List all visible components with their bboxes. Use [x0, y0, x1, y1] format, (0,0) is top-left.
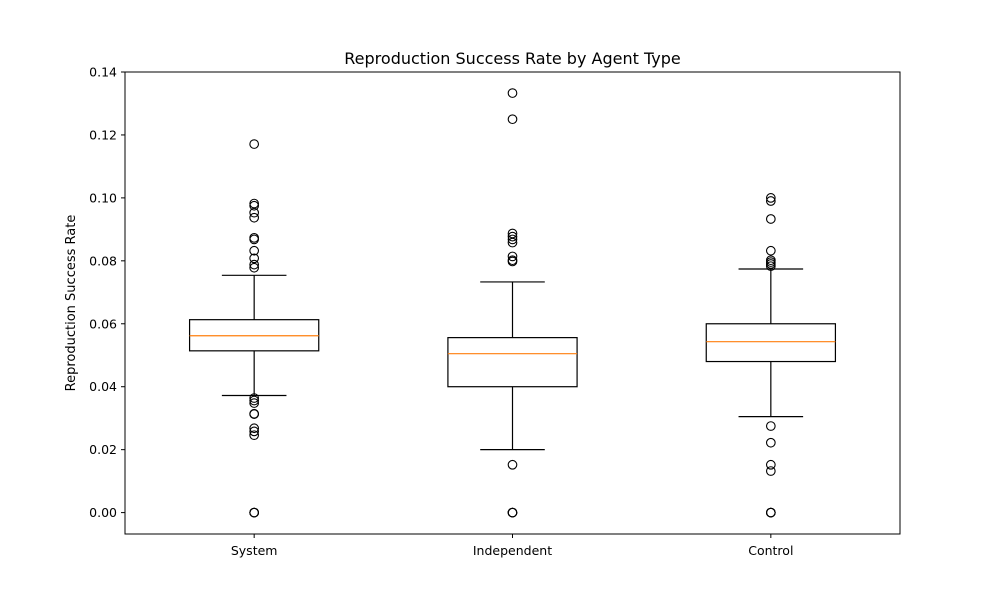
outlier-point	[249, 426, 260, 437]
outlier-point	[249, 212, 260, 223]
outlier-point	[249, 398, 260, 408]
outlier-point	[765, 459, 776, 470]
x-tick-label: Independent	[473, 543, 552, 558]
outlier-point	[249, 259, 260, 270]
outlier-point	[765, 245, 776, 256]
outlier-point	[507, 114, 518, 125]
box-group-independent	[447, 88, 578, 518]
chart-title: Reproduction Success Rate by Agent Type	[344, 49, 680, 68]
outlier-point	[249, 139, 260, 149]
y-tick-label: 0.06	[89, 316, 117, 331]
outlier-point	[249, 430, 260, 441]
outlier-point	[507, 231, 518, 242]
outlier-point	[249, 395, 260, 406]
outlier-point	[507, 88, 518, 98]
outlier-point	[507, 255, 518, 266]
x-axis: System Independent Control	[231, 534, 793, 558]
outlier-point	[507, 459, 518, 470]
outlier-point	[249, 262, 260, 273]
outlier-point	[507, 251, 518, 262]
outlier-point	[765, 214, 776, 224]
y-axis: 0.00 0.02 0.04 0.06 0.08 0.10 0.12 0.14	[89, 65, 125, 520]
outlier-point	[249, 245, 260, 256]
box-group-system	[188, 139, 320, 518]
x-tick-label: System	[231, 543, 278, 558]
plot-area	[188, 88, 837, 518]
y-axis-label: Reproduction Success Rate	[64, 215, 79, 392]
outlier-point	[765, 255, 776, 266]
iqr-box	[447, 337, 578, 388]
y-tick-label: 0.14	[89, 65, 117, 80]
outlier-point	[249, 253, 260, 264]
outlier-point	[765, 466, 776, 476]
outlier-point	[765, 193, 776, 203]
y-tick-label: 0.02	[89, 442, 117, 457]
outlier-point	[249, 423, 260, 434]
outlier-point	[765, 421, 776, 431]
y-tick-label: 0.08	[89, 253, 117, 268]
outlier-point	[249, 408, 260, 419]
y-tick-label: 0.10	[89, 190, 117, 205]
outlier-point	[507, 234, 518, 245]
outlier-point	[249, 393, 260, 403]
outlier-point	[765, 507, 776, 518]
outlier-point	[249, 233, 260, 243]
y-tick-label: 0.04	[89, 379, 117, 394]
outlier-point	[249, 507, 260, 518]
x-tick-label: Control	[748, 543, 793, 558]
y-tick-label: 0.12	[89, 127, 117, 142]
outlier-point	[765, 196, 776, 206]
box-group-control	[705, 193, 837, 518]
outlier-point	[507, 228, 518, 239]
outlier-point	[249, 198, 260, 209]
outlier-point	[507, 507, 518, 518]
iqr-box	[705, 323, 837, 363]
y-tick-label: 0.00	[89, 505, 117, 520]
outlier-point	[765, 437, 776, 448]
